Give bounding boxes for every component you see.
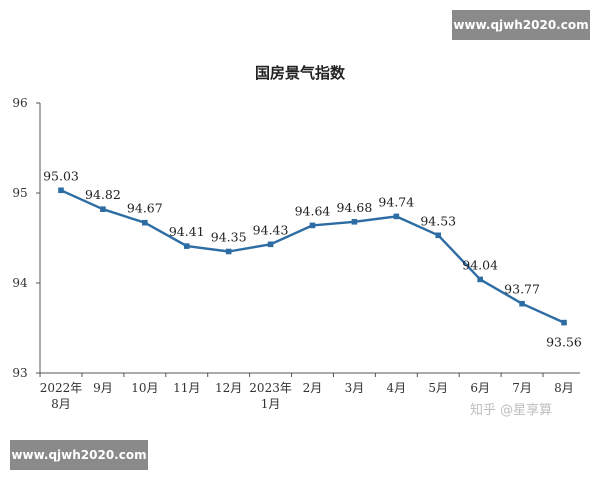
x-tick-label: 5月 [428,381,448,395]
data-point [142,219,148,226]
data-point [519,300,525,307]
y-tick-label: 96 [12,96,27,110]
x-axis-ticks: 2022年 8月 9月 10月 11月 12月 2023年 1月 2月 3月 4月 5月 6月 7月 8月 [39,373,574,411]
data-points [58,187,567,326]
data-label: 94.67 [127,201,163,216]
source-credit: 知乎 @星享算 [470,403,553,418]
data-label: 94.64 [295,203,331,218]
x-tick-label: 2022年 8月 [40,381,83,411]
x-tick-label: 12月 [215,381,242,395]
x-tick-label: 8月 [554,381,574,395]
data-label: 94.74 [378,194,414,209]
data-point [351,219,358,225]
x-tick-label: 3月 [345,381,365,395]
data-point [100,206,106,212]
data-label: 93.77 [504,282,540,297]
data-label: 94.53 [420,213,456,228]
watermark-bottom: www.qjwh2020.com [10,440,148,470]
y-tick-label: 93 [12,366,27,380]
data-label: 94.82 [85,187,121,202]
x-tick-label: 7月 [512,381,532,395]
x-tick-label: 9月 [93,381,113,395]
x-tick-label: 6月 [470,381,490,395]
data-label: 93.56 [546,335,582,350]
data-point [435,232,442,239]
data-point [393,213,400,220]
data-point [58,187,64,194]
data-label: 94.41 [169,224,205,239]
data-labels: 95.03 94.82 94.67 94.41 94.35 94.43 94.64 94.68… [43,168,582,349]
data-label: 94.43 [253,222,289,237]
watermark-top: www.qjwh2020.com [452,10,590,40]
x-tick-label: 11月 [173,381,200,395]
data-point [561,319,567,326]
data-point [225,248,232,255]
x-tick-label: 4月 [387,381,407,395]
data-point [183,243,190,249]
data-point [267,241,274,248]
chart-axes [39,103,580,374]
data-label: 94.68 [337,200,373,215]
x-tick-label: 2月 [303,381,323,395]
data-point [477,276,483,283]
data-label: 95.03 [43,168,79,183]
data-label: 94.04 [462,257,498,272]
y-axis-ticks: 96 95 94 93 [12,96,40,380]
chart-title: 国房景气指数 [255,64,346,82]
x-tick-label: 2023年 1月 [249,381,292,411]
x-tick-label: 10月 [131,381,158,395]
data-label: 94.35 [211,230,247,245]
y-tick-label: 94 [12,276,28,290]
data-point [309,222,316,229]
y-tick-label: 95 [12,186,27,200]
